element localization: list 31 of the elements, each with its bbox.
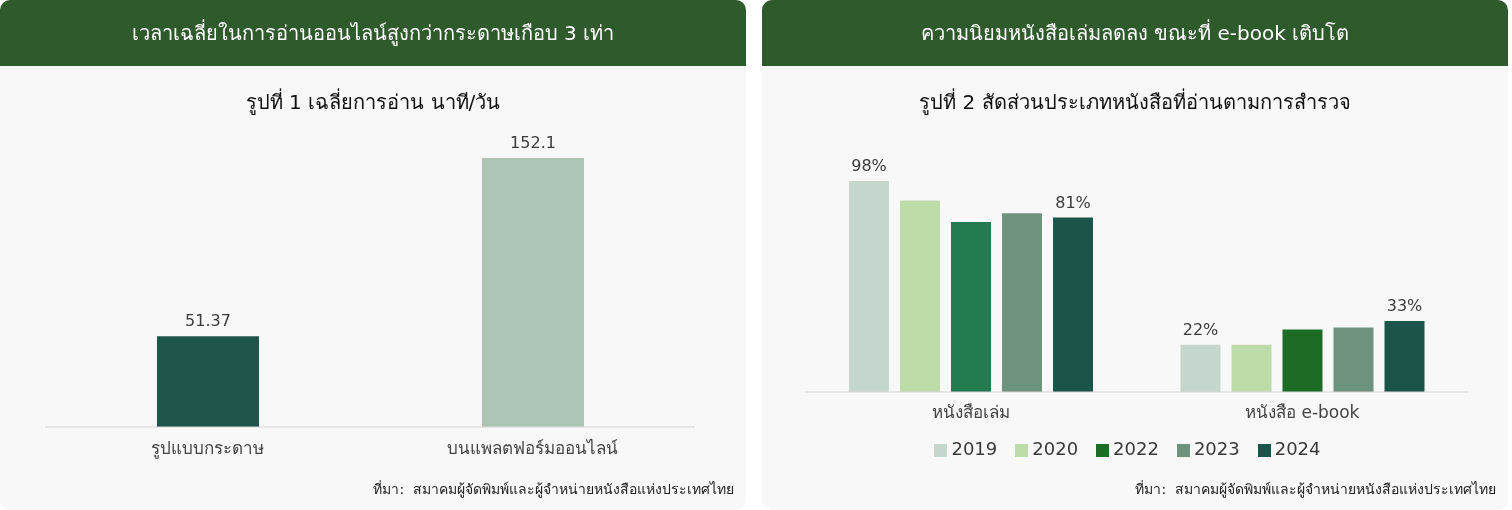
data-label: 51.37 (185, 311, 231, 331)
chart-subtitle: รูปที่ 1 เฉลี่ยการอ่าน นาที/วัน (244, 87, 502, 117)
legend-label: 2024 (1274, 438, 1321, 459)
legend-label: 2019 (951, 438, 998, 459)
bar (951, 221, 991, 392)
bar (1384, 320, 1425, 392)
bar (1180, 344, 1221, 392)
data-label: 33% (1386, 295, 1423, 315)
x-tick-label: หนังสือเล่ม (931, 402, 1010, 423)
data-label: 81% (1055, 192, 1091, 212)
bar (1002, 213, 1042, 392)
chart-subtitle: รูปที่ 2 สัดส่วนประเภทหนังสือที่อ่านตามการสำรวจ (918, 87, 1352, 117)
data-label: 22% (1182, 319, 1219, 339)
bar (1053, 217, 1093, 392)
bar (1282, 329, 1323, 392)
bar (1333, 327, 1374, 392)
legend-label: 2022 (1113, 438, 1159, 459)
x-tick-label: หนังสือ e-book (1245, 402, 1360, 423)
data-label: 98% (851, 156, 887, 175)
legend-label: 2020 (1032, 438, 1079, 459)
chart-title: ความนิยมหนังสือเล่มลดลง ขณะที่ e-book เติบโต (920, 18, 1350, 47)
chart-title: เวลาเฉลี่ยในการอ่านออนไลน์สูงกว่ากระดาษเกือบ 3 เท่า (131, 18, 615, 48)
x-tick-label: บนแพลตฟอร์มออนไลน์ (447, 438, 618, 459)
bar (849, 181, 889, 392)
bar (900, 200, 940, 392)
legend-label: 2023 (1193, 438, 1240, 459)
text: ที่มา: สมาคมผู้จัดพิมพ์และผู้จำหน่ายหนังสือแห่งประเทศไทย (1135, 479, 1496, 500)
text: ที่มา: สมาคมผู้จัดพิมพ์และผู้จำหน่ายหนังสือแห่งประเทศไทย (373, 479, 734, 500)
bar (1231, 344, 1272, 392)
x-tick-label: รูปแบบกระดาษ (151, 438, 264, 460)
data-label: 152.1 (510, 133, 556, 152)
